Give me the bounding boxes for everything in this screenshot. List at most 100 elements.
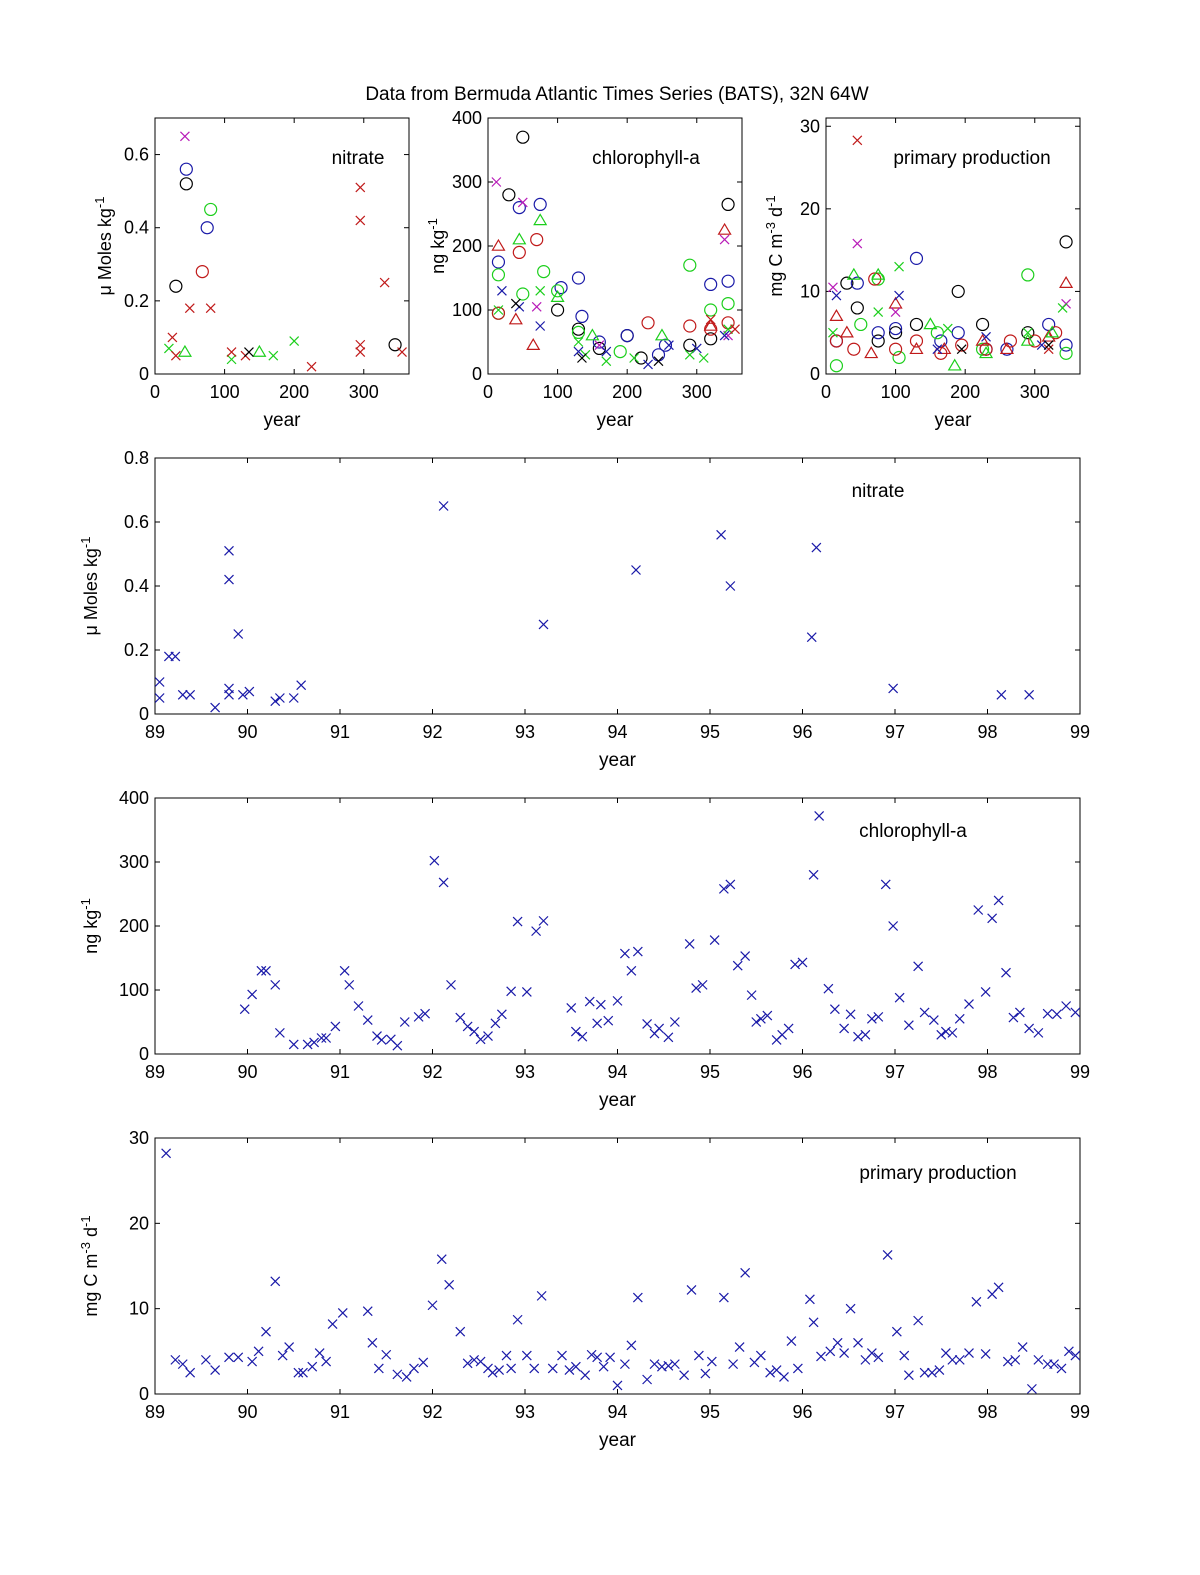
data-point-x — [493, 305, 504, 315]
data-point-x — [475, 1034, 486, 1045]
data-point-circle — [840, 276, 854, 290]
data-point-x — [971, 1296, 982, 1307]
data-point-circle — [683, 258, 697, 272]
data-point-x — [167, 332, 178, 343]
data-point-circle — [1059, 338, 1073, 352]
data-point-circle — [909, 317, 924, 332]
data-point-x — [947, 1027, 958, 1038]
y-axis-label-text: μ Moles kg — [95, 208, 115, 295]
data-point-x — [732, 960, 743, 971]
data-point-triangle — [947, 358, 962, 371]
x-tick-label: 97 — [885, 1062, 905, 1082]
data-point-x — [491, 177, 502, 187]
data-point-x — [669, 1359, 680, 1370]
x-axis-label: year — [264, 410, 302, 431]
data-point-x — [298, 1367, 308, 1378]
data-point-x — [1022, 327, 1033, 338]
data-point-triangle — [585, 328, 600, 341]
data-point-x — [362, 1306, 373, 1317]
data-point-x — [719, 234, 730, 245]
data-point-x — [808, 1317, 819, 1328]
data-point-x — [512, 1314, 523, 1325]
data-point-x — [860, 1029, 871, 1040]
data-point-x — [321, 1033, 332, 1043]
data-point-x — [1070, 1350, 1080, 1361]
data-point-x — [501, 1350, 512, 1361]
data-point-triangle — [937, 342, 952, 355]
data-point-x — [355, 347, 366, 357]
data-point-x — [684, 938, 695, 949]
data-point-x — [184, 303, 195, 314]
data-point-x — [934, 1365, 945, 1376]
data-point-x — [603, 1015, 614, 1026]
data-point-x — [270, 696, 281, 707]
data-point-x — [547, 1363, 558, 1374]
y-tick-label: 100 — [119, 980, 149, 1000]
data-point-x — [309, 1037, 320, 1048]
data-point-x — [224, 689, 234, 700]
series-2 — [179, 162, 214, 235]
data-point-triangle — [177, 344, 192, 357]
data-point-triangle — [1020, 333, 1035, 346]
data-point-x — [709, 935, 720, 946]
data-point-x — [570, 1026, 581, 1037]
data-point-x — [438, 877, 449, 888]
data-point-triangle — [839, 325, 854, 338]
data-point-x — [438, 501, 449, 511]
y-axis-label: mg C m-3 d-1 — [78, 1215, 102, 1316]
data-point-x — [462, 1358, 473, 1369]
data-point-x — [719, 330, 730, 341]
data-point-circle — [641, 316, 655, 330]
x-tick-label: 99 — [1070, 1062, 1090, 1082]
y-axis-label: μ Moles kg-1 — [78, 537, 102, 636]
data-point-x — [626, 1340, 637, 1351]
data-point-circle — [721, 197, 735, 211]
data-point-x — [538, 619, 549, 630]
data-point-x — [337, 1308, 348, 1318]
data-point-x — [964, 999, 974, 1010]
data-point-x — [913, 961, 924, 972]
series-4 — [829, 272, 1063, 360]
data-point-x — [592, 1352, 603, 1363]
data-point-x — [825, 1346, 836, 1357]
data-point-x — [891, 1326, 902, 1337]
data-point-x — [734, 1342, 745, 1352]
data-point-x — [1008, 1012, 1019, 1023]
data-point-x — [612, 1380, 623, 1391]
data-point-x — [786, 1336, 797, 1347]
data-point-x — [237, 689, 248, 700]
data-point-x — [224, 574, 234, 585]
data-point-circle — [592, 341, 606, 355]
y-axis-label-superscript: -1 — [78, 537, 93, 549]
data-point-x — [779, 1372, 789, 1382]
data-point-x — [919, 1007, 930, 1018]
data-point-x — [642, 1018, 653, 1029]
series-5 — [177, 344, 267, 357]
x-tick-label: 97 — [885, 1402, 905, 1422]
data-point-triangle — [508, 312, 523, 325]
data-point-triangle — [871, 267, 886, 280]
data-point-x — [577, 353, 587, 363]
data-point-circle — [888, 342, 903, 356]
data-point-x — [226, 354, 237, 365]
data-point-x — [1057, 303, 1068, 313]
y-tick-label: 10 — [800, 281, 820, 301]
data-point-x — [792, 1363, 803, 1374]
data-point-triangle — [717, 222, 732, 235]
data-point-x — [730, 324, 740, 335]
series-5 — [829, 275, 1074, 359]
data-point-x — [496, 1009, 507, 1020]
data-point-x — [177, 689, 188, 700]
data-point-x — [663, 1360, 674, 1371]
data-point-x — [462, 1021, 473, 1032]
data-point-x — [811, 542, 822, 553]
y-axis-label-superscript: -3 — [78, 1242, 93, 1254]
data-point-x — [529, 1363, 540, 1374]
y-tick-label: 30 — [800, 116, 820, 136]
data-point-x — [762, 1010, 773, 1021]
data-point-x — [362, 1015, 373, 1026]
data-point-x — [401, 1372, 412, 1382]
y-axis-label-text: d — [81, 1227, 101, 1242]
data-point-x — [155, 693, 165, 703]
